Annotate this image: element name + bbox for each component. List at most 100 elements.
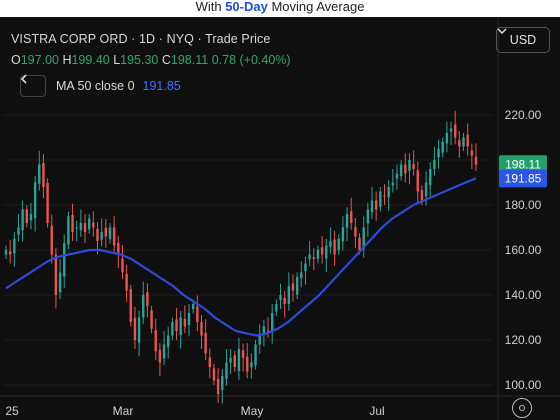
candle-body — [454, 124, 457, 138]
candle-body — [366, 209, 370, 224]
x-tick-label: Jul — [369, 404, 384, 418]
candle-body — [237, 349, 241, 372]
candle-body — [458, 140, 461, 147]
candle-body — [171, 322, 174, 336]
low-label: L — [113, 53, 121, 67]
candle-body — [196, 306, 199, 322]
price-chart[interactable]: 220.00200.00180.00160.00140.00120.00100.… — [0, 17, 560, 420]
candle-body — [121, 258, 124, 273]
candle-body — [429, 169, 432, 186]
candle-body — [291, 283, 295, 291]
candle-body — [133, 317, 137, 340]
candle-body — [221, 376, 224, 390]
candle-body — [191, 304, 195, 309]
candle-body — [308, 254, 311, 260]
ma-value: 191.85 — [142, 79, 181, 93]
candle-body — [258, 335, 261, 345]
x-tick-label: May — [241, 404, 264, 418]
chart-panel[interactable]: 220.00200.00180.00160.00140.00120.00100.… — [0, 17, 560, 420]
ma-legend: MA 50 close 0 191.85 — [20, 74, 181, 98]
candle-body — [316, 250, 320, 259]
candle-body — [399, 164, 403, 177]
candle-body — [362, 227, 365, 249]
candle-body — [241, 350, 245, 358]
change-value: 0.78 (+0.40%) — [211, 53, 291, 67]
candle-body — [154, 330, 157, 352]
chevron-down-icon — [497, 28, 507, 34]
ma-line — [5, 177, 477, 337]
candle-body — [420, 190, 424, 201]
close-label: C — [161, 53, 171, 67]
candle-body — [437, 148, 440, 158]
last-price-badge — [499, 155, 547, 174]
candle-body — [250, 362, 253, 368]
candle-body — [112, 227, 116, 246]
candle-body — [350, 211, 353, 223]
candle-body — [449, 128, 453, 132]
candle-body — [341, 227, 345, 242]
candle-body — [233, 355, 236, 367]
candle-body — [329, 241, 332, 247]
candle-body — [8, 251, 12, 255]
candle-body — [92, 222, 95, 228]
candle-body — [287, 286, 291, 304]
caption-suffix: Moving Average — [267, 0, 365, 14]
candle-body — [96, 228, 99, 241]
candle-body — [345, 214, 349, 228]
candle-body — [270, 313, 274, 333]
caption-highlight: 50-Day — [225, 0, 268, 14]
candle-body — [466, 134, 469, 147]
candle-body — [337, 238, 340, 251]
candle-body — [25, 209, 28, 223]
candle-body — [279, 295, 282, 300]
ohlc-line: O197.00 H199.40 L195.30 C198.11 0.78 (+0… — [11, 53, 291, 67]
candle-body — [275, 304, 278, 312]
candle-body — [104, 227, 108, 237]
candle-body — [408, 160, 411, 171]
legend-toggle-button[interactable] — [20, 74, 46, 97]
candle-body — [208, 357, 212, 367]
candle-body — [63, 243, 66, 277]
candle-body — [146, 292, 149, 307]
candle-body — [216, 379, 220, 394]
candle-body — [67, 216, 70, 245]
candle-body — [283, 297, 286, 304]
candle-body — [200, 322, 203, 336]
candle-body — [354, 227, 357, 237]
candle-body — [137, 317, 141, 343]
candle-body — [21, 209, 24, 231]
y-tick-label: 180.00 — [505, 198, 542, 212]
candle-body — [38, 164, 41, 184]
symbol-line: VISTRA CORP ORD · 1D · NYQ · Trade Price — [11, 32, 271, 46]
last-price-label: 198.11 — [505, 157, 541, 171]
gear-icon[interactable] — [512, 398, 532, 418]
candle-body — [433, 160, 436, 169]
candle-body — [29, 214, 33, 221]
candle-body — [295, 277, 299, 295]
y-tick-label: 120.00 — [505, 333, 542, 347]
candle-body — [304, 263, 307, 272]
y-tick-label: 100.00 — [505, 378, 542, 392]
candle-body — [142, 295, 145, 318]
candle-body — [225, 362, 228, 379]
candle-body — [262, 326, 266, 333]
candle-body — [470, 150, 474, 156]
candle-body — [46, 182, 49, 223]
candle-body — [33, 182, 37, 219]
candle-body — [246, 356, 249, 372]
high-value: 199.40 — [71, 53, 110, 67]
candle-body — [212, 368, 216, 381]
candle-body — [300, 272, 303, 279]
currency-button[interactable]: USD — [496, 27, 550, 53]
ma-price-label: 191.85 — [505, 171, 542, 185]
candle-body — [13, 238, 16, 254]
candle-body — [100, 232, 103, 240]
candle-body — [387, 187, 390, 198]
candle-body — [462, 137, 465, 147]
candle-body — [183, 318, 187, 327]
candle-body — [391, 182, 395, 186]
candle-body — [325, 245, 328, 259]
chart-caption: With 50-Day Moving Average — [0, 0, 560, 14]
high-label: H — [62, 53, 72, 67]
currency-label: USD — [509, 33, 537, 47]
